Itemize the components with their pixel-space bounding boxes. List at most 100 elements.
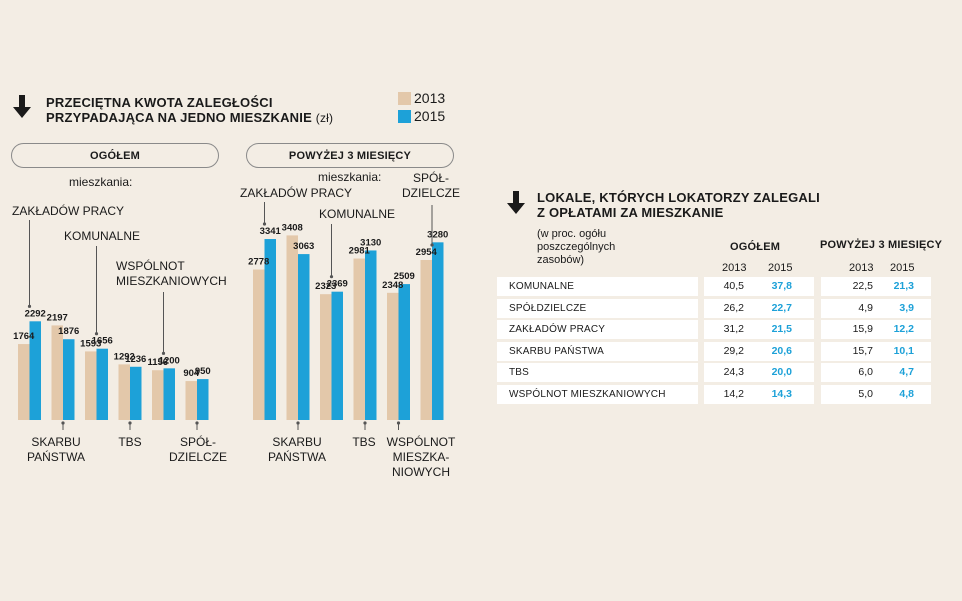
table-cell: 15,7 bbox=[852, 344, 873, 357]
leader-dot bbox=[363, 421, 367, 425]
legend-swatch-2013 bbox=[398, 91, 411, 105]
table-group-ogolem: OGÓŁEM bbox=[730, 241, 781, 253]
table-cell: 14,2 bbox=[723, 387, 744, 400]
chart-title-line1: PRZECIĘTNA KWOTA ZALEGŁOŚCI bbox=[46, 95, 273, 110]
bar-2015 bbox=[163, 368, 175, 420]
data-label-2013: 2981 bbox=[349, 246, 371, 257]
table-row: SKARBU PAŃSTWA bbox=[497, 341, 698, 361]
bar-2013 bbox=[353, 258, 365, 420]
table-cell: 22,7 bbox=[771, 301, 792, 314]
subtitle-mieszkania-left: mieszkania: bbox=[69, 175, 133, 189]
table-cell: 31,2 bbox=[723, 323, 744, 335]
data-label-2015: 3341 bbox=[260, 226, 282, 237]
bar-2013 bbox=[253, 269, 265, 420]
table-cell: 5,0 bbox=[858, 387, 873, 400]
table-row-ogolem bbox=[704, 341, 814, 361]
table-year: 2015 bbox=[890, 262, 915, 274]
bar-2013 bbox=[85, 351, 97, 420]
table-row-powyzej bbox=[821, 363, 931, 382]
table-row-powyzej bbox=[821, 341, 931, 361]
bar-2013 bbox=[420, 259, 432, 420]
table-year: 2015 bbox=[768, 262, 793, 274]
table-cell: 29,2 bbox=[723, 344, 744, 357]
table-cell: 22,5 bbox=[852, 280, 873, 292]
pill-powyzej: POWYŻEJ 3 MIESIĘCY bbox=[246, 143, 454, 168]
category-label: TBS bbox=[352, 435, 375, 449]
bar-2015 bbox=[298, 254, 310, 420]
data-label-2015: 1200 bbox=[159, 355, 180, 366]
data-label-2013: 904 bbox=[183, 368, 200, 379]
leader-dot bbox=[262, 222, 267, 226]
table-cell: 4,9 bbox=[858, 301, 873, 314]
table-row: TBS bbox=[497, 363, 698, 382]
category-label: SPÓŁ- bbox=[180, 434, 216, 449]
down-arrow-icon bbox=[507, 191, 525, 214]
table-title-line1: LOKALE, KTÓRYCH LOKATORZY ZALEGALI bbox=[537, 190, 820, 205]
table-row: WSPÓLNOT MIESZKANIOWYCH bbox=[497, 384, 698, 404]
data-label-2015: 1656 bbox=[92, 336, 113, 347]
data-label-2013: 3408 bbox=[282, 222, 303, 233]
category-label: ZAKŁADÓW PRACY bbox=[240, 185, 352, 200]
bar-2013 bbox=[387, 292, 399, 420]
bar-2013 bbox=[51, 325, 63, 420]
pill-powyzej-label: POWYŻEJ 3 MIESIĘCY bbox=[288, 149, 412, 162]
category-label: PAŃSTWA bbox=[268, 449, 326, 464]
data-label-2013: 1292 bbox=[114, 351, 135, 362]
table-year: 2013 bbox=[849, 262, 874, 274]
leader-dot bbox=[396, 421, 401, 425]
bar-2015 bbox=[96, 348, 108, 420]
table-row-ogolem bbox=[704, 363, 814, 382]
table-title-line2: Z OPŁATAMI ZA MIESZKANIE bbox=[537, 205, 724, 220]
data-label-2013: 1764 bbox=[13, 331, 35, 342]
category-label: WSPÓLNOT bbox=[116, 258, 185, 273]
data-label-2015: 1876 bbox=[58, 326, 79, 337]
table-row-label: TBS bbox=[509, 367, 530, 378]
table-row-powyzej bbox=[821, 320, 931, 339]
leader-dot bbox=[161, 351, 166, 355]
table-row-ogolem bbox=[704, 298, 814, 318]
table-row: SPÓŁDZIELCZE bbox=[497, 298, 698, 318]
table-cell: 24,3 bbox=[723, 366, 744, 378]
bar-2015 bbox=[432, 242, 444, 420]
data-label-2013: 2954 bbox=[416, 247, 438, 258]
chart-title-unit: (zł) bbox=[315, 111, 334, 125]
table-cell: 12,2 bbox=[893, 323, 914, 335]
category-label: DZIELCZE bbox=[402, 186, 460, 200]
bar-2015 bbox=[331, 291, 343, 420]
data-label-2013: 1156 bbox=[147, 357, 168, 368]
category-label: WSPÓLNOT bbox=[387, 434, 456, 449]
bar-2013 bbox=[320, 294, 332, 420]
table-title: LOKALE, KTÓRYCH LOKATORZY ZALEGALI Z OPŁ… bbox=[537, 190, 820, 220]
leader-dot bbox=[430, 243, 434, 247]
table-cell: 21,5 bbox=[771, 323, 792, 335]
table-cell: 20,6 bbox=[771, 344, 792, 357]
table-cell: 3,9 bbox=[899, 301, 914, 314]
table-cell: 15,9 bbox=[852, 323, 873, 335]
legend-swatch-2015 bbox=[398, 109, 411, 123]
category-label: ZAKŁADÓW PRACY bbox=[12, 203, 124, 218]
data-label-2013: 2778 bbox=[248, 257, 269, 268]
bar-2015 bbox=[365, 250, 377, 420]
table-note: (w proc. ogółu poszczególnych zasobów) bbox=[537, 228, 615, 267]
category-label: PAŃSTWA bbox=[27, 449, 85, 464]
legend-label-2015: 2015 bbox=[414, 108, 446, 124]
table-cell: 4,7 bbox=[899, 366, 914, 378]
leader-dot bbox=[27, 304, 32, 308]
bar-2015 bbox=[63, 339, 75, 420]
pill-ogolem-label: OGÓŁEM bbox=[89, 149, 141, 162]
table-row: KOMUNALNE bbox=[497, 277, 698, 296]
table-row: ZAKŁADÓW PRACY bbox=[497, 320, 698, 339]
leader-dot bbox=[195, 421, 199, 425]
table-row-label: SKARBU PAŃSTWA bbox=[509, 345, 605, 357]
bar-2015 bbox=[264, 239, 276, 420]
data-label-2013: 2348 bbox=[382, 280, 403, 291]
bar-2013 bbox=[18, 344, 30, 420]
legend-item-2015: 2015 bbox=[398, 108, 445, 124]
table-note-line: poszczególnych bbox=[537, 241, 616, 253]
category-label: DZIELCZE bbox=[169, 450, 227, 464]
bar-chart-ogolem: 1764 2292 ZAKŁADÓW PRACY 2197 1876 SKARBUPAŃS… bbox=[12, 203, 227, 464]
table-row-label: KOMUNALNE bbox=[509, 281, 575, 292]
data-label-2015: 2292 bbox=[25, 308, 46, 319]
data-label-2015: 2509 bbox=[394, 271, 415, 282]
legend-label-2013: 2013 bbox=[414, 90, 446, 106]
